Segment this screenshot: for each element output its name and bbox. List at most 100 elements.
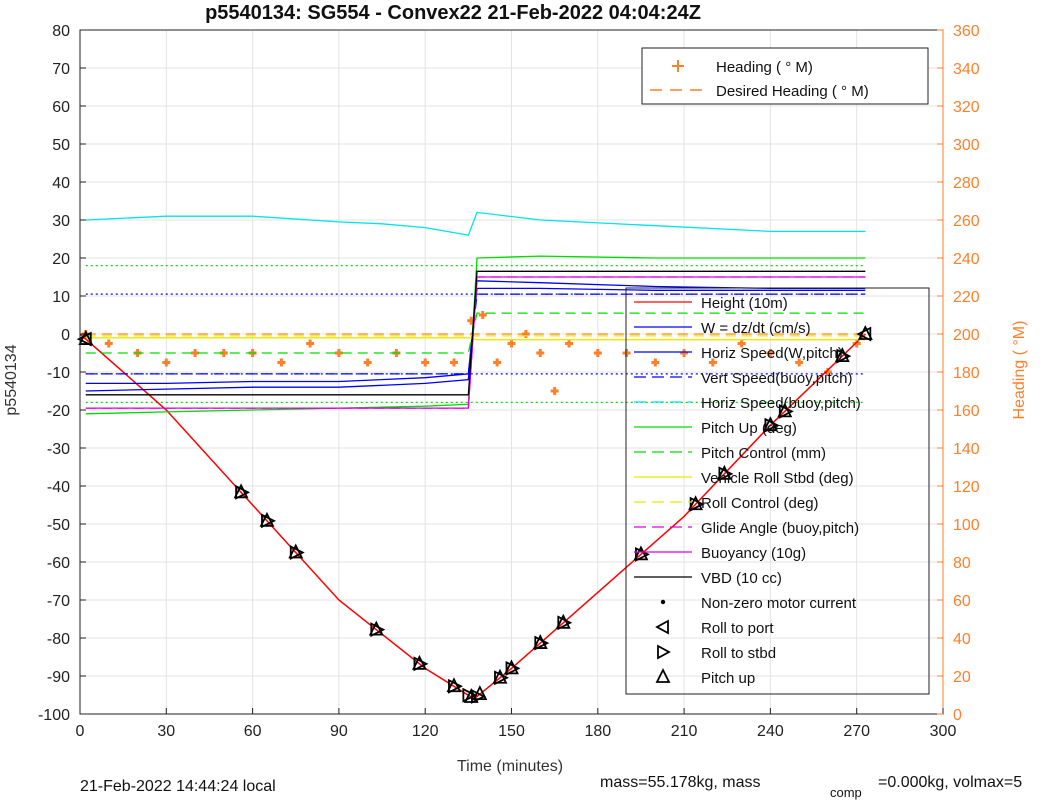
roll-stbd-marker (778, 403, 794, 419)
y-tick-right-label: 220 (953, 289, 980, 306)
heading-point (795, 358, 804, 367)
roll-stbd-marker (370, 622, 386, 638)
legend-heading-label: Heading ( ° M) (716, 59, 813, 76)
y-tick-left-label: -10 (47, 365, 70, 382)
y-tick-right-label: 140 (953, 441, 980, 458)
legend-label: Horiz Speed(buoy,pitch) (701, 395, 861, 412)
y-tick-right-label: 40 (953, 631, 971, 648)
roll-port-marker (76, 331, 92, 347)
series-line (85, 337, 866, 341)
series-line (85, 276, 866, 409)
heading-point (737, 339, 746, 348)
y-tick-left-label: 0 (61, 327, 70, 344)
legend-heading: Heading ( ° M) Desired Heading ( ° M) (641, 47, 929, 105)
y-tick-right-label: 20 (953, 669, 971, 686)
heading-point (521, 330, 530, 338)
roll-stbd-marker (261, 513, 276, 529)
axes: 0 30 60 90 120 150 180 210 240 270 300807060504030… (38, 23, 980, 740)
y-axis-right-label: Heading ( °M) (1011, 321, 1028, 420)
heading-point (363, 358, 372, 367)
y-tick-left-label: -40 (47, 479, 70, 496)
y-tick-right-label: 260 (953, 213, 980, 230)
y-tick-left-label: 40 (52, 175, 70, 192)
roll-stbd-marker (413, 656, 429, 672)
y-tick-left-label: -60 (47, 555, 70, 572)
heading-point (680, 349, 689, 357)
roll-stbd-marker (448, 678, 463, 694)
x-tick-label: 270 (843, 723, 870, 740)
y-tick-left-label: 80 (52, 23, 70, 40)
heading-point (766, 349, 775, 357)
y-tick-right-label: 240 (953, 251, 980, 268)
y-tick-left-label: -20 (47, 403, 70, 420)
legend-label: Roll to port (701, 620, 774, 637)
y-tick-right-label: 120 (953, 479, 980, 496)
heading-point (421, 358, 430, 367)
heading-point (565, 339, 574, 348)
legend-label: Pitch Control (mm) (701, 445, 826, 462)
series-line (85, 211, 866, 236)
y-tick-right-label: 180 (953, 365, 980, 382)
y-tick-right-label: 320 (953, 99, 980, 116)
heading-point (104, 339, 113, 348)
heading-point (593, 349, 602, 357)
roll-stbd-marker (557, 615, 573, 631)
y-tick-right-label: 100 (953, 517, 980, 534)
heading-point (277, 358, 286, 367)
legend-label: Pitch Up (deg) (701, 420, 797, 437)
legend-label: Horiz Speed(W,pitch) (701, 345, 843, 362)
series-line (85, 270, 866, 396)
roll-stbd-marker (718, 466, 734, 482)
roll-stbd-marker (689, 496, 705, 512)
y-tick-left-label: -70 (47, 593, 70, 610)
footer-mass-sub: comp (830, 785, 862, 800)
heading-point (651, 358, 660, 367)
roll-port-marker (856, 326, 872, 342)
legend-label: Pitch up (701, 670, 755, 687)
y-tick-left-label: 10 (52, 289, 70, 306)
legend-label: Vert Speed(buoy,pitch) (701, 370, 852, 387)
y-tick-left-label: 70 (52, 61, 70, 78)
legend-label: Roll to stbd (701, 645, 776, 662)
y-tick-right-label: 80 (953, 555, 971, 572)
legend-label: VBD (10 cc) (701, 570, 782, 587)
series-layer (79, 211, 866, 700)
x-tick-label: 120 (412, 723, 439, 740)
roll-stbd-marker (235, 484, 251, 500)
legend-swatch (655, 619, 669, 635)
x-tick-label: 180 (584, 723, 611, 740)
y-tick-left-label: 60 (52, 99, 70, 116)
legend-label: Buoyancy (10g) (701, 545, 806, 562)
roll-stbd-marker (471, 689, 486, 704)
y-tick-right-label: 360 (953, 23, 980, 40)
heading-point (493, 358, 502, 367)
x-tick-label: 240 (757, 723, 784, 740)
y-tick-right-label: 280 (953, 175, 980, 192)
markers-layer (76, 324, 873, 704)
legend-swatch (660, 599, 666, 605)
roll-stbd-marker (764, 417, 780, 433)
legend-main-box (625, 287, 930, 695)
legend-label: Height (10m) (701, 295, 788, 312)
series-line (85, 280, 866, 392)
y-tick-left-label: -50 (47, 517, 70, 534)
footer-mass-a: mass=55.178kg, mass (600, 774, 761, 791)
x-tick-label: 210 (671, 723, 698, 740)
roll-stbd-marker (462, 687, 478, 703)
heading-point (708, 358, 717, 367)
legend-heading-label: Desired Heading ( ° M) (716, 83, 869, 100)
heading-point (478, 311, 487, 319)
roll-stbd-marker (505, 660, 521, 676)
legend-main: Height (10m) W = dz/dt (cm/s) Horiz Speed(… (625, 287, 930, 695)
heading-point (334, 349, 343, 357)
legend-heading-box (641, 47, 929, 105)
footer-mass-b: =0.000kg, volmax=5 (878, 774, 1022, 791)
y-tick-right-label: 200 (953, 327, 980, 344)
roll-stbd-marker (534, 635, 550, 651)
heading-point (550, 387, 559, 395)
legend-swatch (657, 644, 671, 660)
heading-point (449, 358, 458, 367)
x-tick-label: 90 (330, 723, 348, 740)
heading-point (852, 339, 861, 348)
y-tick-left-label: -100 (38, 707, 70, 724)
